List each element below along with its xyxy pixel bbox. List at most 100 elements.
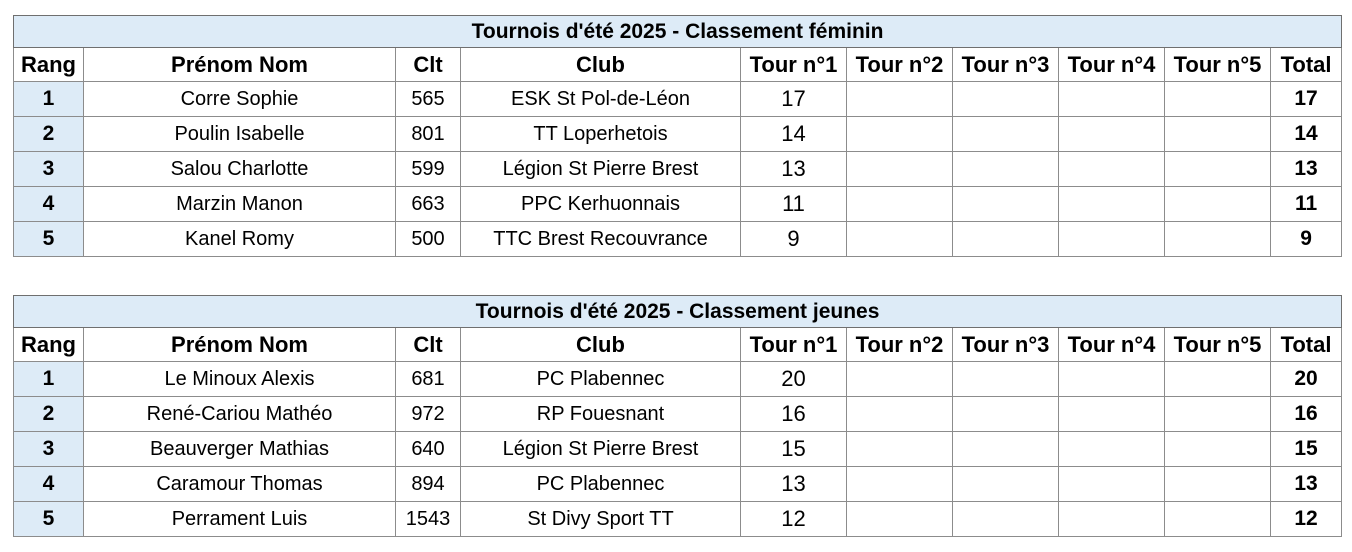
clt-cell: 663 (395, 186, 461, 222)
tour3-cell (952, 501, 1059, 537)
clt-cell: 681 (395, 361, 461, 397)
total-cell: 16 (1269, 396, 1343, 432)
tour1-cell: 11 (740, 186, 847, 222)
name-cell: Caramour Thomas (83, 466, 396, 502)
ranking-table-jeunes: Tournois d'été 2025 - Classement jeunes … (12, 295, 1343, 537)
tour1-cell: 14 (740, 116, 847, 152)
tour3-cell (952, 186, 1059, 222)
clt-cell: 972 (395, 396, 461, 432)
tour3-cell (952, 361, 1059, 397)
tour2-cell (846, 81, 953, 117)
tour4-cell (1058, 431, 1165, 467)
total-cell: 9 (1269, 221, 1343, 257)
rank-cell: 3 (13, 431, 84, 467)
table-row: 1 Le Minoux Alexis 681 PC Plabennec 20 2… (13, 361, 1343, 397)
tour5-cell (1164, 396, 1271, 432)
clt-cell: 640 (395, 431, 461, 467)
table-row: 5 Kanel Romy 500 TTC Brest Recouvrance 9… (13, 221, 1343, 257)
total-cell: 17 (1269, 81, 1343, 117)
total-cell: 11 (1269, 186, 1343, 222)
tour1-cell: 16 (740, 396, 847, 432)
tour4-cell (1058, 81, 1165, 117)
tour2-cell (846, 396, 953, 432)
ranking-table-feminin: Tournois d'été 2025 - Classement féminin… (12, 15, 1343, 257)
tour1-cell: 17 (740, 81, 847, 117)
club-cell: St Divy Sport TT (460, 501, 741, 537)
rank-cell: 4 (13, 186, 84, 222)
table-row: 5 Perrament Luis 1543 St Divy Sport TT 1… (13, 501, 1343, 537)
tour3-cell (952, 466, 1059, 502)
col-header-tour1: Tour n°1 (740, 47, 847, 82)
tour1-cell: 12 (740, 501, 847, 537)
total-cell: 12 (1269, 501, 1343, 537)
tour3-cell (952, 431, 1059, 467)
tour4-cell (1058, 501, 1165, 537)
tour1-cell: 13 (740, 151, 847, 187)
tour5-cell (1164, 186, 1271, 222)
col-header-tour5: Tour n°5 (1164, 327, 1271, 362)
club-cell: RP Fouesnant (460, 396, 741, 432)
col-header-total: Total (1269, 327, 1343, 362)
tour2-cell (846, 501, 953, 537)
tour3-cell (952, 151, 1059, 187)
tour2-cell (846, 151, 953, 187)
tour5-cell (1164, 501, 1271, 537)
tour4-cell (1058, 396, 1165, 432)
rank-cell: 2 (13, 396, 84, 432)
clt-cell: 1543 (395, 501, 461, 537)
clt-cell: 801 (395, 116, 461, 152)
col-header-rang: Rang (13, 327, 84, 362)
tour2-cell (846, 186, 953, 222)
tour5-cell (1164, 466, 1271, 502)
table-row: 4 Caramour Thomas 894 PC Plabennec 13 13 (13, 466, 1343, 502)
col-header-tour5: Tour n°5 (1164, 47, 1271, 82)
tour3-cell (952, 116, 1059, 152)
rank-cell: 5 (13, 221, 84, 257)
col-header-club: Club (460, 47, 741, 82)
total-cell: 13 (1269, 466, 1343, 502)
col-header-rang: Rang (13, 47, 84, 82)
tour3-cell (952, 221, 1059, 257)
tour4-cell (1058, 361, 1165, 397)
tour5-cell (1164, 361, 1271, 397)
table-row: 3 Salou Charlotte 599 Légion St Pierre B… (13, 151, 1343, 187)
tour1-cell: 13 (740, 466, 847, 502)
col-header-tour4: Tour n°4 (1058, 327, 1165, 362)
table-row: 2 René-Cariou Mathéo 972 RP Fouesnant 16… (13, 396, 1343, 432)
tour4-cell (1058, 186, 1165, 222)
header-row: Rang Prénom Nom Clt Club Tour n°1 Tour n… (13, 47, 1343, 82)
col-header-nom: Prénom Nom (83, 47, 396, 82)
tour4-cell (1058, 151, 1165, 187)
col-header-tour2: Tour n°2 (846, 327, 953, 362)
col-header-tour1: Tour n°1 (740, 327, 847, 362)
club-cell: TTC Brest Recouvrance (460, 221, 741, 257)
club-cell: Légion St Pierre Brest (460, 151, 741, 187)
tour1-cell: 9 (740, 221, 847, 257)
rank-cell: 2 (13, 116, 84, 152)
tour5-cell (1164, 221, 1271, 257)
name-cell: Beauverger Mathias (83, 431, 396, 467)
rank-cell: 5 (13, 501, 84, 537)
name-cell: Poulin Isabelle (83, 116, 396, 152)
name-cell: Marzin Manon (83, 186, 396, 222)
tour2-cell (846, 466, 953, 502)
col-header-tour3: Tour n°3 (952, 327, 1059, 362)
club-cell: PC Plabennec (460, 466, 741, 502)
club-cell: TT Loperhetois (460, 116, 741, 152)
total-cell: 14 (1269, 116, 1343, 152)
clt-cell: 500 (395, 221, 461, 257)
tour2-cell (846, 431, 953, 467)
tour3-cell (952, 81, 1059, 117)
name-cell: Perrament Luis (83, 501, 396, 537)
clt-cell: 599 (395, 151, 461, 187)
tour4-cell (1058, 116, 1165, 152)
clt-cell: 565 (395, 81, 461, 117)
rank-cell: 4 (13, 466, 84, 502)
col-header-tour3: Tour n°3 (952, 47, 1059, 82)
name-cell: Salou Charlotte (83, 151, 396, 187)
name-cell: René-Cariou Mathéo (83, 396, 396, 432)
tour1-cell: 15 (740, 431, 847, 467)
col-header-tour4: Tour n°4 (1058, 47, 1165, 82)
tour4-cell (1058, 466, 1165, 502)
clt-cell: 894 (395, 466, 461, 502)
